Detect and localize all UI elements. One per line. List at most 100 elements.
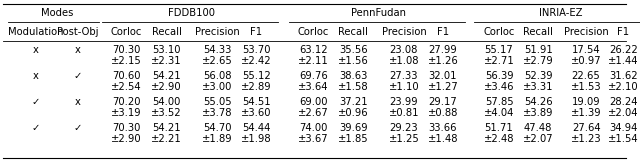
Text: Precision: Precision [564, 27, 609, 37]
Text: 31.62: 31.62 [609, 71, 637, 81]
Text: ±2.10: ±2.10 [608, 82, 639, 92]
Text: x: x [75, 97, 81, 107]
Text: 27.64: 27.64 [572, 123, 600, 133]
Text: 23.08: 23.08 [390, 45, 418, 55]
Text: ±1.27: ±1.27 [428, 82, 458, 92]
Text: 29.23: 29.23 [390, 123, 418, 133]
Text: ±2.21: ±2.21 [151, 134, 182, 144]
Text: ±2.90: ±2.90 [111, 134, 142, 144]
Text: 51.91: 51.91 [524, 45, 552, 55]
Text: 47.48: 47.48 [524, 123, 552, 133]
Text: 69.76: 69.76 [299, 71, 328, 81]
Text: ±1.89: ±1.89 [202, 134, 232, 144]
Text: 17.54: 17.54 [572, 45, 600, 55]
Text: ✓: ✓ [74, 123, 82, 133]
Text: 26.22: 26.22 [609, 45, 638, 55]
Text: ✓: ✓ [32, 97, 40, 107]
Text: Corloc: Corloc [111, 27, 142, 37]
Text: 51.71: 51.71 [484, 123, 513, 133]
Text: Precision: Precision [381, 27, 426, 37]
Text: ±3.78: ±3.78 [202, 108, 232, 118]
Text: Corloc: Corloc [298, 27, 329, 37]
Text: ±3.64: ±3.64 [298, 82, 328, 92]
Text: FDDB100: FDDB100 [168, 8, 215, 18]
Text: x: x [33, 45, 39, 55]
Text: Modes: Modes [40, 8, 73, 18]
Text: ±3.60: ±3.60 [241, 108, 271, 118]
Text: ±2.90: ±2.90 [151, 82, 182, 92]
Text: ±0.81: ±0.81 [388, 108, 419, 118]
Text: 53.10: 53.10 [152, 45, 181, 55]
Text: 54.21: 54.21 [152, 71, 181, 81]
Text: 29.17: 29.17 [429, 97, 458, 107]
Text: ±3.46: ±3.46 [484, 82, 515, 92]
Text: 54.70: 54.70 [203, 123, 232, 133]
Text: 70.60: 70.60 [113, 71, 141, 81]
Text: 63.12: 63.12 [299, 45, 328, 55]
Text: 22.65: 22.65 [572, 71, 600, 81]
Text: ±1.54: ±1.54 [608, 134, 639, 144]
Text: 70.30: 70.30 [113, 123, 141, 133]
Text: ±2.54: ±2.54 [111, 82, 142, 92]
Text: ±2.07: ±2.07 [523, 134, 554, 144]
Text: ±3.89: ±3.89 [523, 108, 554, 118]
Text: ±1.10: ±1.10 [388, 82, 419, 92]
Text: 55.17: 55.17 [484, 45, 513, 55]
Text: 70.20: 70.20 [113, 97, 141, 107]
Text: F1: F1 [250, 27, 262, 37]
Text: Modulation: Modulation [8, 27, 64, 37]
Text: ±1.25: ±1.25 [388, 134, 419, 144]
Text: ✓: ✓ [32, 123, 40, 133]
Text: INRIA-EZ: INRIA-EZ [540, 8, 583, 18]
Text: 69.00: 69.00 [299, 97, 328, 107]
Text: x: x [75, 45, 81, 55]
Text: Precision: Precision [195, 27, 239, 37]
Text: 57.85: 57.85 [484, 97, 513, 107]
Text: ±3.00: ±3.00 [202, 82, 232, 92]
Text: 54.26: 54.26 [524, 97, 552, 107]
Text: ±1.56: ±1.56 [338, 56, 369, 66]
Text: 56.39: 56.39 [484, 71, 513, 81]
Text: 54.44: 54.44 [242, 123, 271, 133]
Text: ±3.19: ±3.19 [111, 108, 142, 118]
Text: 34.94: 34.94 [609, 123, 637, 133]
Text: F1: F1 [618, 27, 630, 37]
Text: 27.99: 27.99 [429, 45, 458, 55]
Text: Recall: Recall [523, 27, 553, 37]
Text: 39.69: 39.69 [339, 123, 367, 133]
Text: 54.21: 54.21 [152, 123, 181, 133]
Text: ±3.67: ±3.67 [298, 134, 328, 144]
Text: ✓: ✓ [74, 71, 82, 81]
Text: 28.24: 28.24 [609, 97, 637, 107]
Text: Corloc: Corloc [483, 27, 515, 37]
Text: ±2.89: ±2.89 [241, 82, 271, 92]
Text: 54.00: 54.00 [152, 97, 180, 107]
Text: 55.12: 55.12 [242, 71, 271, 81]
Text: 32.01: 32.01 [429, 71, 457, 81]
Text: 35.56: 35.56 [339, 45, 367, 55]
Text: x: x [33, 71, 39, 81]
Text: ±1.98: ±1.98 [241, 134, 271, 144]
Text: 54.51: 54.51 [242, 97, 271, 107]
Text: ±2.04: ±2.04 [608, 108, 639, 118]
Text: PennFudan: PennFudan [351, 8, 406, 18]
Text: ±0.88: ±0.88 [428, 108, 458, 118]
Text: ±2.79: ±2.79 [523, 56, 554, 66]
Text: 52.39: 52.39 [524, 71, 552, 81]
Text: ±1.48: ±1.48 [428, 134, 458, 144]
Text: 38.63: 38.63 [339, 71, 367, 81]
Text: 53.70: 53.70 [242, 45, 271, 55]
Text: ±1.08: ±1.08 [388, 56, 419, 66]
Text: ±1.23: ±1.23 [571, 134, 602, 144]
Text: 54.33: 54.33 [203, 45, 232, 55]
Text: 37.21: 37.21 [339, 97, 367, 107]
Text: ±0.97: ±0.97 [571, 56, 602, 66]
Text: ±1.58: ±1.58 [338, 82, 369, 92]
Text: ±2.48: ±2.48 [484, 134, 515, 144]
Text: ±0.96: ±0.96 [338, 108, 369, 118]
Text: Post-Obj: Post-Obj [57, 27, 99, 37]
Text: ±2.71: ±2.71 [484, 56, 515, 66]
Text: Recall: Recall [152, 27, 182, 37]
Text: ±2.31: ±2.31 [151, 56, 182, 66]
Text: 74.00: 74.00 [299, 123, 328, 133]
